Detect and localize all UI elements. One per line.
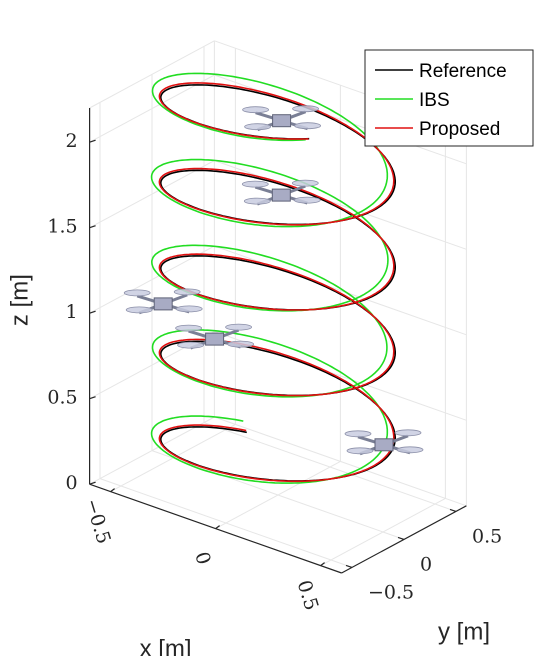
legend-box [364, 49, 534, 147]
y-tick-label: −0.5 [368, 581, 414, 603]
y-tick-label: 0 [420, 553, 432, 575]
axes [88, 108, 467, 574]
series-layer [150, 72, 396, 484]
x-tick-mark [110, 488, 115, 493]
grid-line-x [320, 497, 446, 567]
z-tick-mark [89, 396, 96, 400]
z-tick-label: 1 [66, 301, 78, 323]
axis-labels: z [m] y [m] x [m] [7, 274, 490, 656]
drone-icon [241, 179, 321, 206]
x-tick-mark [215, 525, 220, 530]
series-proposed [158, 82, 395, 483]
drone-markers [123, 105, 424, 456]
legend-label: Proposed [419, 119, 500, 140]
y-tick-label: 0.5 [472, 525, 502, 547]
z-tick-mark [89, 481, 96, 485]
z-tick-label: 2 [66, 130, 78, 152]
drone-icon [123, 288, 203, 315]
z-tick-mark [89, 139, 96, 143]
legend-label: Reference [419, 61, 507, 82]
z-tick-mark [89, 310, 96, 314]
y-tick-mark [449, 508, 457, 512]
box-edge [89, 40, 215, 109]
x-tick-label: −0.5 [80, 496, 115, 547]
drone-icon [175, 323, 255, 350]
drone-icon [242, 105, 322, 132]
x-tick-mark [320, 562, 325, 567]
z-tick-label: 0.5 [47, 387, 77, 409]
z-tick-label: 0 [66, 472, 78, 494]
z-tick-mark [89, 225, 96, 229]
y-tick-mark [397, 536, 405, 540]
y-tick-mark [345, 564, 353, 568]
grid-line-x [215, 460, 341, 530]
series-ibs [150, 72, 389, 484]
x-tick-label: 0 [190, 549, 215, 567]
legend: Reference IBS Proposed [364, 49, 534, 147]
x-axis-label: x [m] [140, 636, 192, 656]
drone-icon [344, 429, 424, 456]
z-axis-label: z [m] [7, 274, 34, 326]
y-axis-label: y [m] [438, 618, 490, 645]
z-tick-label: 1.5 [47, 216, 77, 238]
x-tick-label: 0.5 [293, 578, 323, 613]
series-reference [160, 84, 396, 482]
legend-label: IBS [419, 90, 450, 111]
grid-line-x [110, 423, 236, 493]
tick-labels: 00.511.52−0.500.5 −0.500.5 [47, 130, 502, 613]
